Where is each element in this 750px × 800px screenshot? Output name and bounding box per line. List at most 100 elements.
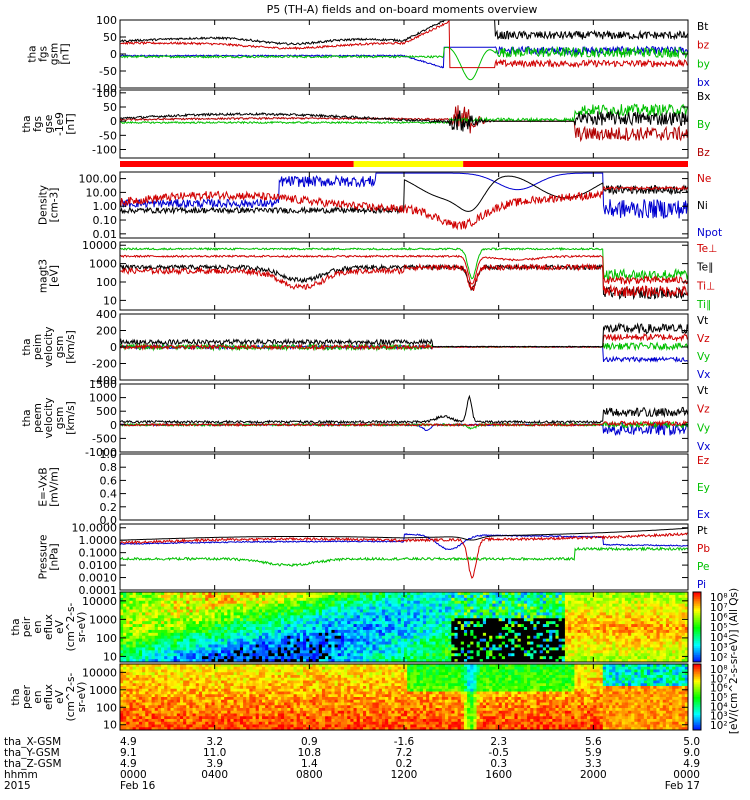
heatmap-cell	[646, 606, 651, 610]
heatmap-cell	[596, 627, 601, 631]
heatmap-cell	[331, 600, 335, 605]
heatmap-cell	[164, 609, 168, 613]
heatmap-cell	[372, 603, 376, 607]
heatmap-cell	[678, 618, 683, 622]
heatmap-cell	[123, 656, 127, 660]
heatmap-cell	[381, 629, 386, 634]
heatmap-cell	[123, 629, 127, 634]
heatmap-cell	[435, 609, 440, 613]
heatmap-cell	[227, 656, 231, 660]
heatmap-cell	[347, 612, 351, 616]
heatmap-cell	[473, 635, 477, 640]
heatmap-cell	[533, 609, 537, 613]
heatmap-cell	[154, 603, 159, 607]
heatmap-cell	[287, 597, 291, 602]
heatmap-cell	[258, 597, 263, 602]
heatmap-cell	[546, 647, 550, 651]
heatmap-cell	[646, 600, 651, 605]
heatmap-cell	[422, 656, 427, 660]
heatmap-cell	[183, 627, 187, 631]
heatmap-cell	[306, 627, 310, 631]
heatmap-cell	[126, 603, 130, 607]
heatmap-cell	[369, 635, 373, 640]
heatmap-cell	[552, 635, 556, 640]
heatmap-cell	[445, 621, 449, 625]
heatmap-cell	[375, 638, 380, 642]
heatmap-cell	[227, 612, 231, 616]
heatmap-cell	[350, 638, 354, 642]
heatmap-cell	[148, 683, 152, 687]
heatmap-cell	[665, 635, 670, 640]
heatmap-cell	[353, 659, 358, 663]
heatmap-cell	[605, 594, 610, 599]
heatmap-cell	[473, 656, 477, 660]
heatmap-cell	[523, 629, 528, 634]
heatmap-cell	[621, 650, 626, 654]
ytick-label: -200	[92, 358, 117, 371]
heatmap-cell	[205, 638, 209, 642]
heatmap-cell	[230, 641, 234, 645]
heatmap-cell	[347, 656, 351, 660]
heatmap-cell	[400, 609, 405, 613]
heatmap-cell	[126, 618, 130, 622]
heatmap-cell	[457, 609, 462, 613]
heatmap-cell	[454, 597, 459, 602]
heatmap-cell	[167, 627, 171, 631]
heatmap-cell	[517, 624, 522, 628]
heatmap-cell	[148, 659, 152, 663]
heatmap-cell	[321, 621, 326, 625]
heatmap-cell	[126, 644, 130, 648]
heatmap-cell	[454, 656, 459, 660]
heatmap-cell	[224, 638, 228, 642]
heatmap-cell	[195, 638, 200, 642]
heatmap-cell	[138, 719, 143, 723]
heatmap-cell	[284, 632, 288, 637]
heatmap-cell	[353, 638, 358, 642]
heatmap-cell	[315, 638, 320, 642]
heatmap-cell	[486, 656, 490, 660]
heatmap-cell	[476, 656, 481, 660]
heatmap-cell	[640, 624, 645, 628]
heatmap-cell	[217, 603, 222, 607]
heatmap-cell	[473, 632, 477, 637]
heatmap-cell	[135, 621, 140, 625]
heatmap-cell	[527, 597, 531, 602]
heatmap-cell	[454, 600, 459, 605]
heatmap-cell	[208, 629, 212, 634]
heatmap-cell	[277, 603, 282, 607]
heatmap-cell	[325, 603, 329, 607]
heatmap-cell	[249, 612, 253, 616]
heatmap-cell	[157, 635, 162, 640]
heatmap-cell	[486, 659, 490, 663]
ytick-label: 0.0010	[79, 572, 118, 585]
heatmap-cell	[224, 609, 228, 613]
heatmap-cell	[476, 612, 481, 616]
heatmap-cell	[151, 688, 156, 692]
heatmap-cell	[151, 603, 156, 607]
heatmap-cell	[580, 650, 585, 654]
heatmap-cell	[542, 638, 547, 642]
heatmap-cell	[274, 653, 279, 657]
heatmap-cell	[205, 603, 209, 607]
heatmap-cell	[183, 653, 187, 657]
heatmap-cell	[665, 612, 670, 616]
heatmap-cell	[413, 647, 418, 651]
heatmap-cell	[457, 638, 462, 642]
heatmap-cell	[555, 606, 560, 610]
heatmap-cell	[239, 632, 244, 637]
heatmap-cell	[189, 653, 193, 657]
ytick-label: 0.0	[100, 514, 118, 527]
heatmap-cell	[293, 600, 298, 605]
heatmap-cell	[195, 632, 200, 637]
heatmap-cell	[344, 621, 348, 625]
heatmap-cell	[558, 641, 563, 645]
heatmap-cell	[381, 592, 386, 596]
heatmap-cell	[533, 644, 537, 648]
heatmap-cell	[208, 624, 212, 628]
heatmap-cell	[164, 600, 168, 605]
heatmap-cell	[148, 621, 152, 625]
heatmap-cell	[631, 638, 635, 642]
heatmap-cell	[593, 624, 597, 628]
heatmap-cell	[523, 627, 528, 631]
heatmap-cell	[599, 641, 604, 645]
